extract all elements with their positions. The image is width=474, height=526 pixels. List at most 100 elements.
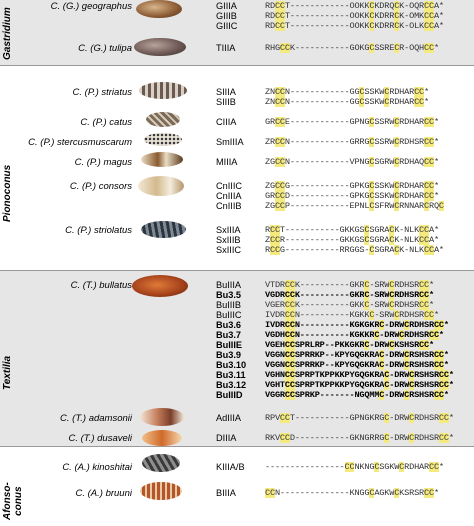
cysteine-highlight: C [274, 117, 280, 127]
shell-image-adamsonii [140, 408, 184, 426]
cysteine-highlight: C [284, 413, 290, 423]
peptide-sequence: ZGCCG------------GPKGCSSKWCRDHARCC* [265, 181, 439, 191]
cysteine-highlight: C [369, 137, 375, 147]
cysteine-highlight: C [438, 201, 444, 211]
shell-image-consors [138, 176, 184, 196]
peptide-sequence: ZGCCN------------VPNGCSGRWCRDHAQCC* [265, 157, 439, 167]
cysteine-highlight: C [433, 330, 439, 340]
toxin-code: GIIIA [216, 1, 237, 11]
toxin-code: CnIIIB [216, 201, 242, 211]
peptide-sequence: VGGNCCSPRRKP--KPYGQGKRAC-DRWCRSHSRCC* [265, 350, 449, 360]
cysteine-highlight: C [389, 280, 395, 290]
cysteine-highlight: C [284, 300, 290, 310]
cysteine-highlight: C [384, 370, 390, 380]
toxin-code: Bu3.12 [216, 380, 247, 390]
cysteine-highlight: C [274, 157, 280, 167]
cysteine-highlight: C [279, 1, 285, 11]
cysteine-highlight: C [274, 235, 280, 245]
cysteine-highlight: C [394, 245, 400, 255]
cysteine-highlight: C [369, 191, 375, 201]
peptide-sequence: ZNCCN------------GGCSSKWCRDHARCC* [265, 97, 429, 107]
cysteine-highlight: C [369, 21, 375, 31]
species-label: C. (T.) bullatus [70, 280, 132, 291]
cysteine-highlight: C [274, 137, 280, 147]
cysteine-highlight: C [438, 370, 444, 380]
cysteine-highlight: C [284, 350, 290, 360]
peptide-sequence: ZRCCN------------GRRGCSSRWCRDHSRCC* [265, 137, 439, 147]
cysteine-highlight: C [404, 360, 410, 370]
cysteine-highlight: C [428, 488, 434, 498]
peptide-sequence: VGDRCCK----------GKRC-SRWCRDHSRCC* [265, 290, 434, 300]
cysteine-highlight: C [394, 488, 400, 498]
cysteine-highlight: C [289, 380, 295, 390]
cysteine-highlight: C [428, 191, 434, 201]
cysteine-highlight: C [399, 330, 405, 340]
cysteine-highlight: C [443, 370, 449, 380]
cysteine-highlight: C [389, 290, 395, 300]
cysteine-highlight: C [424, 1, 429, 11]
shell-image-stercusmuscarum [144, 133, 182, 146]
cysteine-highlight: C [279, 43, 285, 53]
cysteine-highlight: C [284, 290, 290, 300]
shell-image-bruuni [140, 482, 182, 500]
cysteine-highlight: C [269, 225, 275, 235]
cysteine-highlight: C [274, 97, 280, 107]
toxin-code: GIIIB [216, 11, 237, 21]
cysteine-highlight: C [269, 235, 275, 245]
cysteine-highlight: C [424, 181, 429, 191]
cysteine-highlight: C [394, 310, 400, 320]
cysteine-highlight: C [284, 330, 290, 340]
cysteine-highlight: C [428, 181, 434, 191]
peptide-sequence: RPVCCT-----------GPNGKRGC-DRWCRDHSRCC* [265, 413, 454, 423]
cysteine-highlight: C [379, 360, 385, 370]
cysteine-highlight: C [428, 11, 434, 21]
cysteine-highlight: C [424, 290, 429, 300]
species-label: C. (T.) dusaveli [68, 433, 132, 444]
cysteine-highlight: C [389, 300, 395, 310]
cysteine-highlight: C [265, 488, 270, 498]
clade-label: Pionoconus [2, 164, 13, 222]
cysteine-highlight: C [424, 137, 429, 147]
cysteine-highlight: C [269, 488, 275, 498]
cysteine-highlight: C [424, 245, 429, 255]
cysteine-highlight: C [433, 350, 439, 360]
clade-label: Gastridium [2, 7, 13, 60]
cysteine-highlight: C [284, 380, 290, 390]
cysteine-highlight: C [369, 1, 375, 11]
cysteine-highlight: C [394, 181, 400, 191]
cysteine-highlight: C [414, 97, 420, 107]
shell-image-dusaveli [142, 430, 182, 446]
cysteine-highlight: C [438, 433, 444, 443]
cysteine-highlight: C [369, 43, 375, 53]
cysteine-highlight: C [279, 181, 285, 191]
cysteine-highlight: C [274, 181, 280, 191]
cysteine-highlight: C [428, 157, 434, 167]
cysteine-highlight: C [284, 390, 290, 400]
cysteine-highlight: C [424, 488, 429, 498]
cysteine-highlight: C [438, 390, 444, 400]
cysteine-highlight: C [284, 370, 290, 380]
cysteine-highlight: C [369, 488, 375, 498]
toxin-code: Bu3.9 [216, 350, 242, 360]
shell-image-geographus [136, 0, 182, 18]
cysteine-highlight: C [284, 340, 290, 350]
cysteine-highlight: C [284, 360, 290, 370]
cysteine-highlight: C [289, 320, 295, 330]
species-label: C. (P.) striolatus [65, 225, 132, 236]
cysteine-highlight: C [394, 117, 400, 127]
cysteine-highlight: C [279, 191, 285, 201]
cysteine-highlight: C [394, 191, 400, 201]
cysteine-highlight: C [284, 310, 290, 320]
cysteine-highlight: C [289, 370, 295, 380]
cysteine-highlight: C [369, 11, 375, 21]
cysteine-highlight: C [369, 245, 375, 255]
cysteine-highlight: C [274, 11, 280, 21]
shell-image-striolatus [141, 221, 186, 238]
cysteine-highlight: C [289, 280, 295, 290]
toxin-code: BuIIIA [216, 280, 242, 290]
toxin-code: CnIIIC [216, 181, 243, 191]
cysteine-highlight: C [394, 137, 400, 147]
cysteine-highlight: C [384, 413, 390, 423]
cysteine-highlight: C [428, 245, 434, 255]
cysteine-highlight: C [374, 330, 380, 340]
